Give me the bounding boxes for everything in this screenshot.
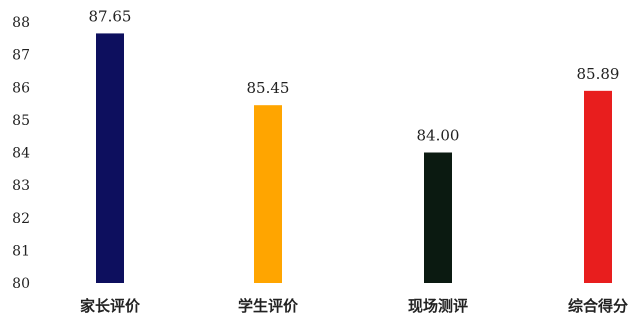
y-tick-label: 81 [12,243,30,259]
category-label: 学生评价 [238,297,299,315]
value-labels-group: 87.65 85.45 84.00 85.89 [89,7,620,144]
y-tick-label: 80 [12,276,30,292]
y-tick-label: 82 [12,211,30,227]
y-tick-label: 88 [12,15,30,31]
value-label: 84.00 [417,127,460,145]
bars-group [96,33,612,284]
y-tick-label: 84 [12,146,30,162]
category-label: 综合得分 [568,297,628,315]
y-tick-label: 83 [12,178,30,194]
x-axis: 家长评价 学生评价 现场测评 综合得分 [80,297,628,315]
category-label: 家长评价 [80,297,141,315]
y-tick-label: 85 [12,113,30,129]
bar-3 [424,152,452,283]
value-label: 87.65 [89,7,132,25]
y-axis: 80 81 82 83 84 85 86 87 88 [12,15,30,292]
y-tick-label: 87 [12,48,30,64]
bar-1 [96,33,124,284]
value-label: 85.89 [577,65,620,83]
bar-2 [254,105,282,283]
y-tick-label: 86 [12,80,30,96]
value-label: 85.45 [247,79,290,97]
category-label: 现场测评 [408,297,468,315]
bar-4 [584,90,612,284]
